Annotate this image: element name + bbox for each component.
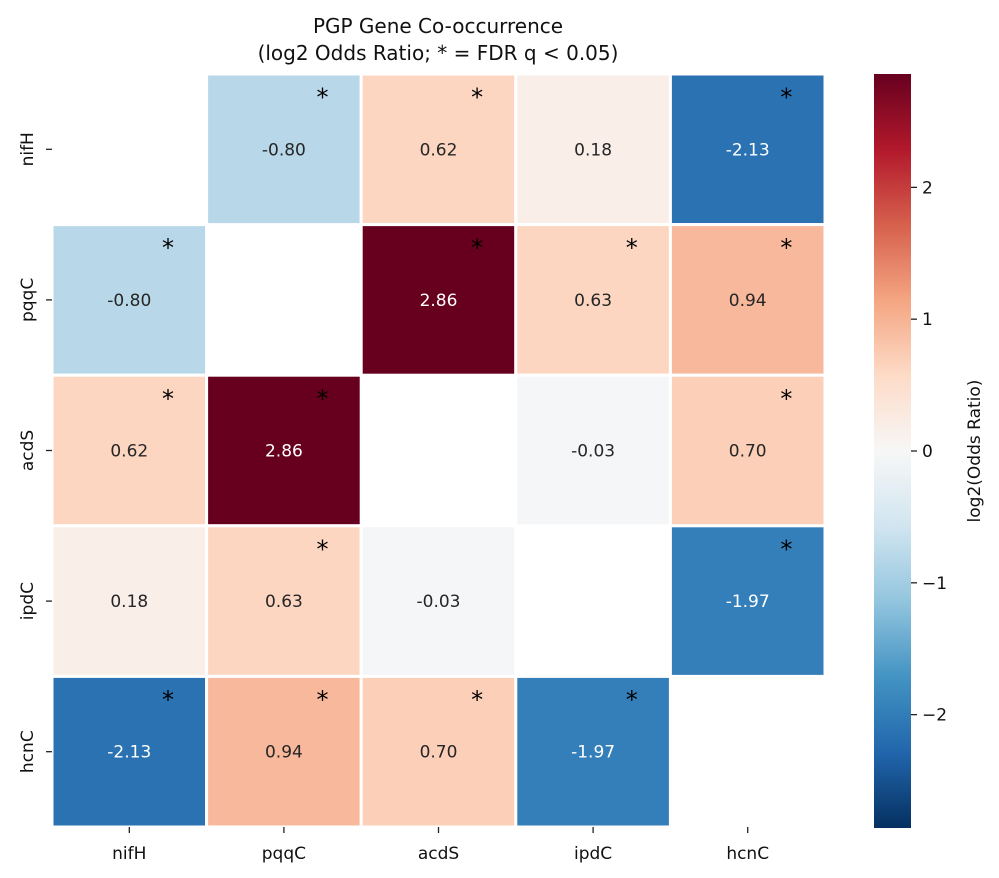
colorbar-label: log2(Odds Ratio) bbox=[965, 380, 985, 523]
x-tick-label: ipdC bbox=[574, 844, 612, 864]
significance-marker: * bbox=[162, 686, 174, 714]
x-tick-label: hcnC bbox=[726, 844, 769, 864]
significance-marker: * bbox=[780, 535, 792, 563]
cell-value-label: 0.18 bbox=[110, 592, 148, 612]
significance-marker: * bbox=[626, 234, 638, 262]
significance-marker: * bbox=[317, 385, 329, 413]
x-tick-label: pqqC bbox=[262, 844, 306, 864]
x-axis: nifH pqqC acdS ipdC hcnC bbox=[112, 827, 769, 864]
cell-value-label: 0.70 bbox=[729, 442, 767, 462]
y-tick-label: ipdC bbox=[18, 582, 38, 620]
significance-marker: * bbox=[317, 84, 329, 112]
significance-marker: * bbox=[780, 385, 792, 413]
cell-value-label: -1.97 bbox=[571, 743, 615, 763]
heatmap-cell bbox=[668, 72, 827, 227]
x-tick-label: nifH bbox=[112, 844, 146, 864]
colorbar-tick-label: 2 bbox=[922, 178, 933, 198]
significance-marker: * bbox=[780, 234, 792, 262]
y-axis: nifH pqqC acdS ipdC hcnC bbox=[18, 132, 52, 773]
cell-value-label: -0.80 bbox=[262, 140, 306, 160]
cell-value-label: 0.62 bbox=[110, 442, 148, 462]
colorbar-tick-label: −1 bbox=[922, 574, 947, 594]
significance-marker: * bbox=[162, 385, 174, 413]
cell-value-label: 0.62 bbox=[420, 140, 458, 160]
significance-marker: * bbox=[317, 686, 329, 714]
x-tick-label: acdS bbox=[418, 844, 459, 864]
cell-value-label: -2.13 bbox=[107, 743, 151, 763]
cell-value-label: 0.70 bbox=[420, 743, 458, 763]
chart-subtitle: (log2 Odds Ratio; * = FDR q < 0.05) bbox=[258, 41, 619, 65]
cell-value-label: 0.63 bbox=[265, 592, 303, 612]
cell-value-label: 0.18 bbox=[574, 140, 612, 160]
heatmap-cell bbox=[205, 373, 363, 528]
significance-marker: * bbox=[471, 686, 483, 714]
significance-marker: * bbox=[162, 234, 174, 262]
y-tick-label: acdS bbox=[18, 430, 38, 471]
y-tick-label: pqqC bbox=[18, 278, 38, 322]
cell-value-label: 0.63 bbox=[574, 291, 612, 311]
cell-value-label: -0.03 bbox=[571, 442, 615, 462]
heatmap-cell bbox=[668, 373, 827, 528]
cell-value-label: 2.86 bbox=[420, 291, 458, 311]
cell-value-label: 0.94 bbox=[265, 743, 303, 763]
significance-marker: * bbox=[317, 535, 329, 563]
chart-title: PGP Gene Co-occurrence bbox=[313, 14, 563, 38]
cell-value-label: -1.97 bbox=[726, 592, 770, 612]
y-tick-label: hcnC bbox=[18, 730, 38, 773]
heatmap-cell bbox=[514, 72, 672, 227]
heatmap-cell bbox=[668, 524, 827, 678]
heatmap-cell bbox=[205, 674, 363, 829]
heatmap-cell bbox=[359, 223, 518, 377]
colorbar-tick-label: 1 bbox=[922, 310, 933, 330]
colorbar-tick-label: 0 bbox=[922, 442, 933, 462]
colorbar bbox=[874, 74, 911, 828]
cell-value-label: 0.94 bbox=[729, 291, 767, 311]
significance-marker: * bbox=[626, 686, 638, 714]
heatmap-cell bbox=[359, 72, 518, 227]
heatmap-cell bbox=[668, 223, 827, 377]
heatmap-cell bbox=[205, 524, 363, 678]
significance-marker: * bbox=[471, 84, 483, 112]
significance-marker: * bbox=[471, 234, 483, 262]
heatmap-cell bbox=[205, 72, 363, 227]
heatmap-cell bbox=[359, 674, 518, 829]
colorbar-tick-label: −2 bbox=[922, 706, 947, 726]
colorbar-ticks: 2 1 0 −1 −2 bbox=[911, 178, 947, 726]
significance-marker: * bbox=[780, 84, 792, 112]
cell-value-label: -0.80 bbox=[107, 291, 151, 311]
y-tick-label: nifH bbox=[18, 132, 38, 166]
heatmap-cells: -0.80 * 0.62 * 0.18 -2.13 * -0.80 * 2.86 * 0.63 * 0.9… bbox=[50, 72, 827, 829]
cell-value-label: -0.03 bbox=[417, 592, 461, 612]
heatmap-cell bbox=[514, 674, 672, 829]
cell-value-label: 2.86 bbox=[265, 442, 303, 462]
cell-value-label: -2.13 bbox=[726, 140, 770, 160]
